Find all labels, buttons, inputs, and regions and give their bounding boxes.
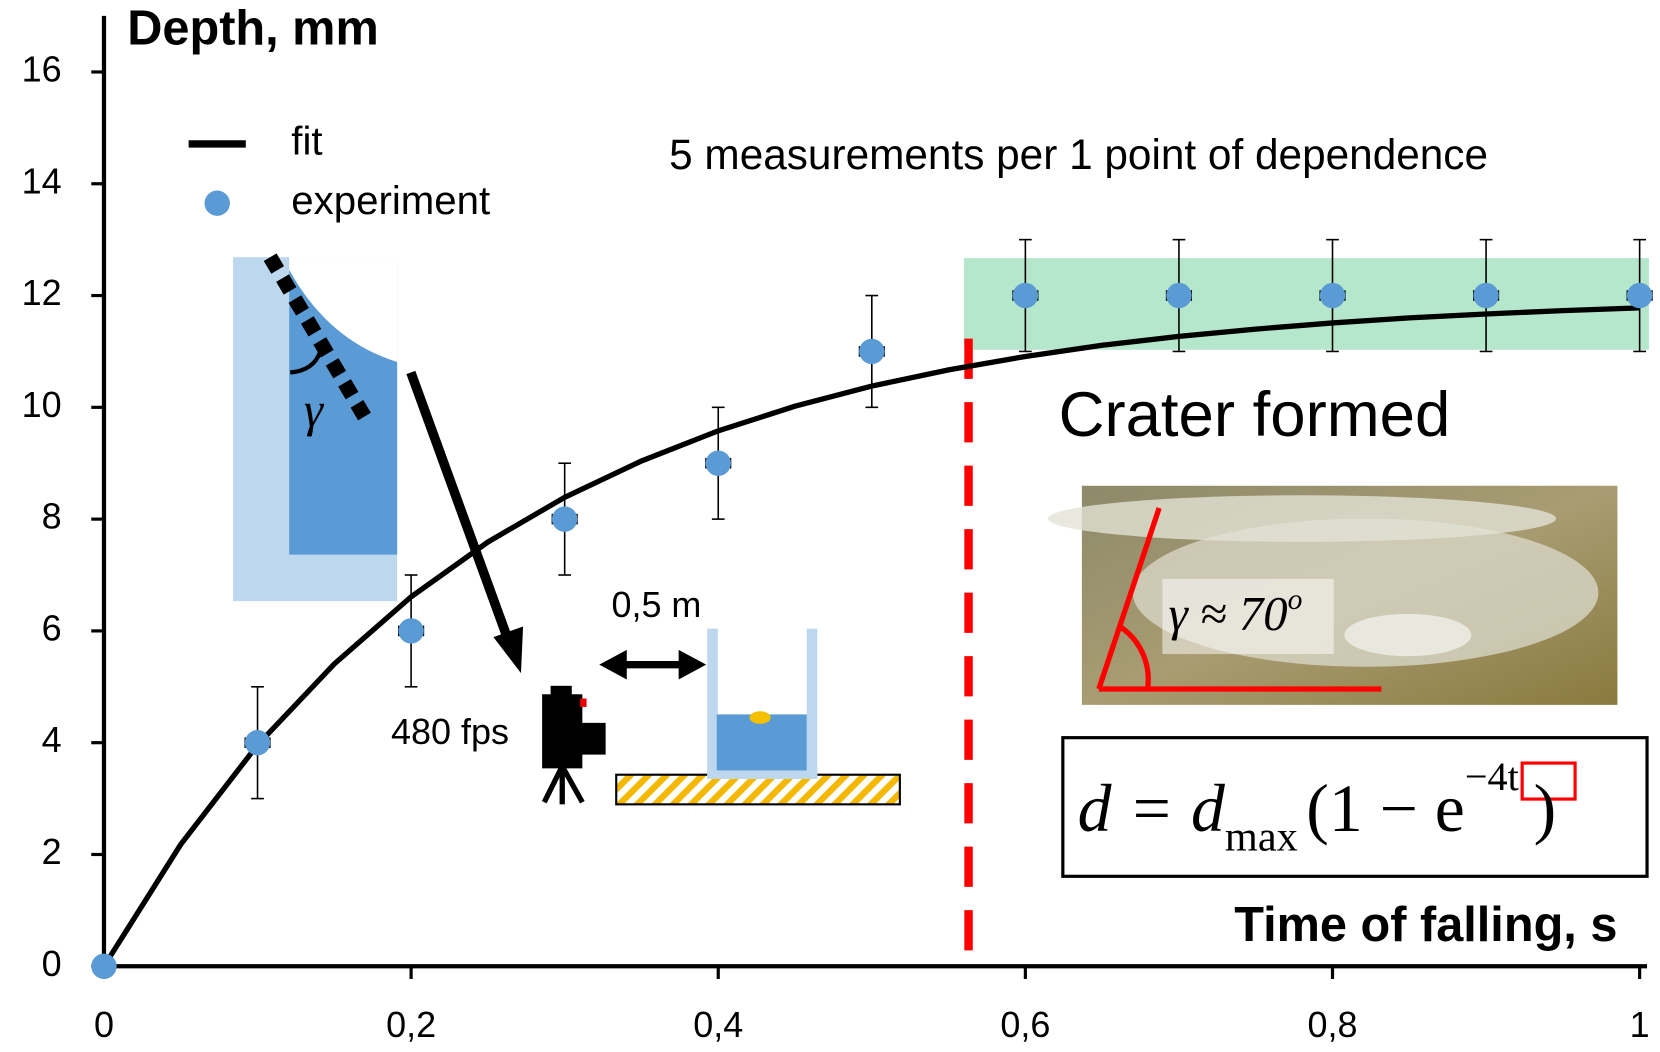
data-point (1473, 283, 1498, 308)
y-tick-label: 12 (22, 272, 62, 313)
y-tick-label: 2 (42, 831, 62, 872)
x-tick-label: 0,4 (693, 1004, 743, 1045)
angle-unit: o (1288, 584, 1303, 616)
data-point (398, 618, 423, 643)
chart: γ 480 fps 0,5 m γ (0, 0, 1660, 1052)
fps-label: 480 fps (391, 711, 509, 752)
data-point (552, 506, 577, 531)
y-tick-label: 10 (22, 384, 62, 425)
x-tick-label: 0,8 (1307, 1004, 1357, 1045)
page: {"chart_data": { "type": "scatter", "y_l… (0, 0, 1660, 1052)
legend-swatch (205, 191, 230, 216)
formula-exp: −4t (1465, 754, 1519, 799)
x-tick-label: 0,6 (1000, 1004, 1050, 1045)
y-axis-title: Depth, mm (127, 2, 378, 56)
data-point (859, 339, 884, 364)
x-tick-label: 1 (1630, 1004, 1650, 1045)
data-point (91, 954, 116, 979)
data-point (1166, 283, 1191, 308)
formula-end: ) (1534, 770, 1557, 845)
x-tick-label: 0,2 (386, 1004, 436, 1045)
y-tick-label: 8 (42, 496, 62, 537)
y-tick-label: 4 (42, 719, 62, 760)
x-axis-title: Time of falling, s (1234, 898, 1617, 952)
angle-label: γ ≈ 70o (1169, 584, 1303, 641)
note: 5 measurements per 1 point of dependence (669, 131, 1488, 178)
angle-symbol: γ (304, 383, 325, 437)
formula-mid: (1 − e (1306, 770, 1465, 845)
highlight-band (964, 258, 1649, 350)
distance-label: 0,5 m (611, 584, 701, 625)
crater-inset: γ (233, 257, 397, 601)
y-tick-label: 14 (22, 160, 62, 201)
legend-label: fit (291, 119, 322, 164)
crater-photo: γ ≈ 70o (1048, 486, 1617, 705)
data-point (1013, 283, 1038, 308)
y-tick-label: 0 (42, 943, 62, 984)
camera (542, 686, 606, 805)
formula: d = dmax(1 − e−4t) (1063, 738, 1647, 877)
data-point (1627, 283, 1652, 308)
angle-value: γ ≈ 70 (1169, 587, 1288, 641)
legend-label: experiment (291, 178, 490, 223)
y-tick-label: 6 (42, 607, 62, 648)
formula-lhs: d = d (1078, 770, 1226, 845)
data-point (245, 730, 270, 755)
crater-label: Crater formed (1059, 380, 1451, 450)
pointer-arrow (411, 373, 523, 674)
formula-sub: max (1225, 813, 1298, 860)
y-tick-label: 16 (22, 48, 62, 89)
distance-arrow (599, 650, 706, 680)
data-point (1320, 283, 1345, 308)
x-tick-label: 0 (94, 1004, 114, 1045)
data-point (706, 451, 731, 476)
container (616, 629, 900, 805)
